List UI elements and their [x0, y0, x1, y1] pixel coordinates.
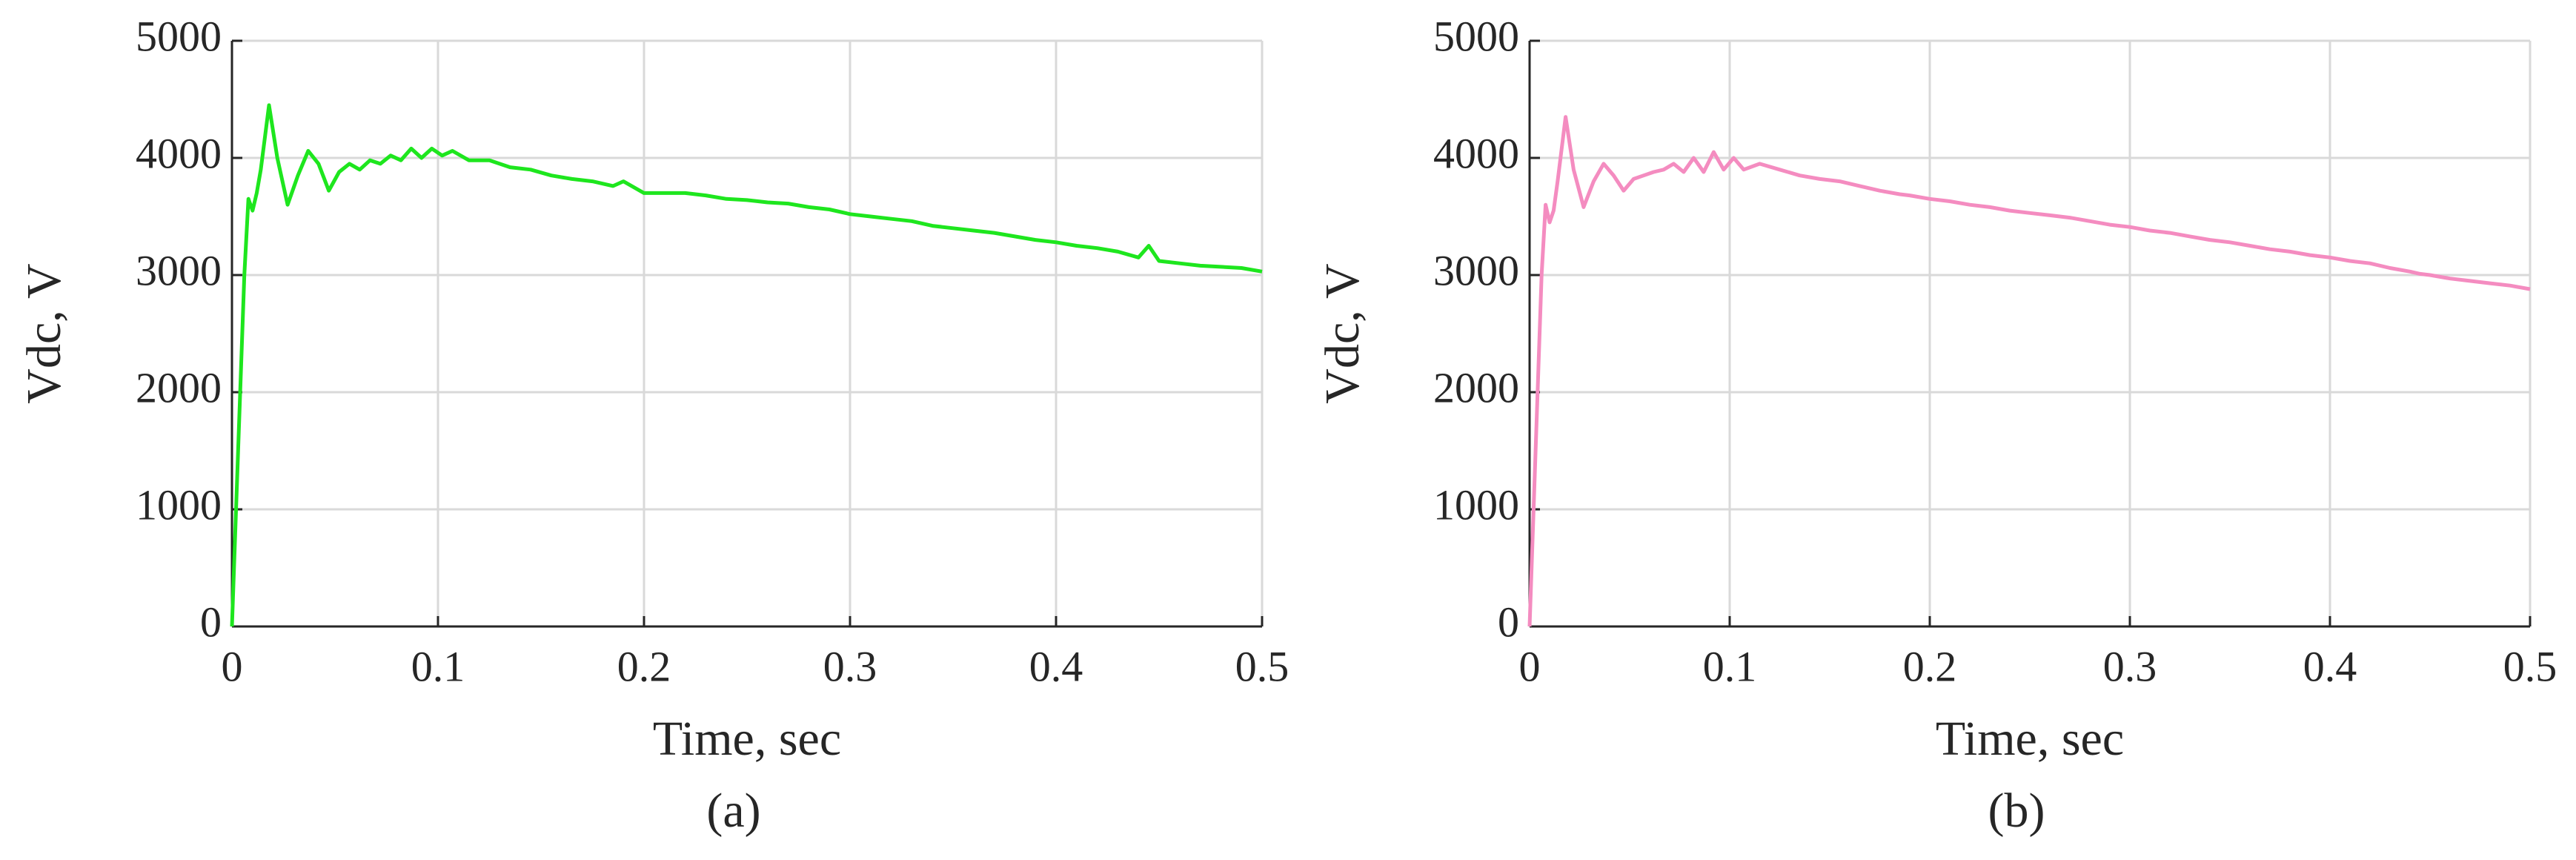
- y-tick-label: 0: [1498, 598, 1519, 646]
- x-axis-label: Time, sec: [653, 712, 841, 766]
- caption: (b): [1988, 784, 2045, 838]
- y-tick-label: 1000: [1433, 480, 1519, 529]
- data-line: [230, 103, 1263, 627]
- y-tick-label: 2000: [1433, 363, 1519, 411]
- x-tick-label: 0.4: [2303, 642, 2357, 690]
- y-axis-label: Vdc, V: [1315, 263, 1370, 403]
- x-tick-label: 0.2: [1903, 642, 1957, 690]
- x-tick-label: 0: [1519, 642, 1541, 690]
- x-tick-label: 0.1: [411, 642, 465, 690]
- x-tick-label: 0.1: [1703, 642, 1757, 690]
- x-tick-label: 0.3: [2103, 642, 2157, 690]
- x-tick-label: 0: [222, 642, 243, 690]
- y-axis-label: Vdc, V: [17, 263, 71, 403]
- y-tick-label: 4000: [1433, 129, 1519, 177]
- data-line: [1527, 115, 2531, 627]
- caption: (a): [706, 784, 760, 838]
- x-tick-label: 0.2: [617, 642, 671, 690]
- y-tick-label: 4000: [136, 129, 222, 177]
- y-tick-label: 5000: [1433, 12, 1519, 60]
- y-tick-label: 3000: [136, 246, 222, 294]
- y-tick-label: 0: [200, 598, 222, 646]
- y-tick-label: 1000: [136, 480, 222, 529]
- x-tick-label: 0.4: [1029, 642, 1083, 690]
- y-tick-label: 2000: [136, 363, 222, 411]
- x-tick-label: 0.3: [823, 642, 877, 690]
- x-tick-label: 0.5: [2503, 642, 2557, 690]
- y-tick-label: 5000: [136, 12, 222, 60]
- x-tick-label: 0.5: [1235, 642, 1289, 690]
- x-axis-label: Time, sec: [1936, 712, 2124, 766]
- y-tick-label: 3000: [1433, 246, 1519, 294]
